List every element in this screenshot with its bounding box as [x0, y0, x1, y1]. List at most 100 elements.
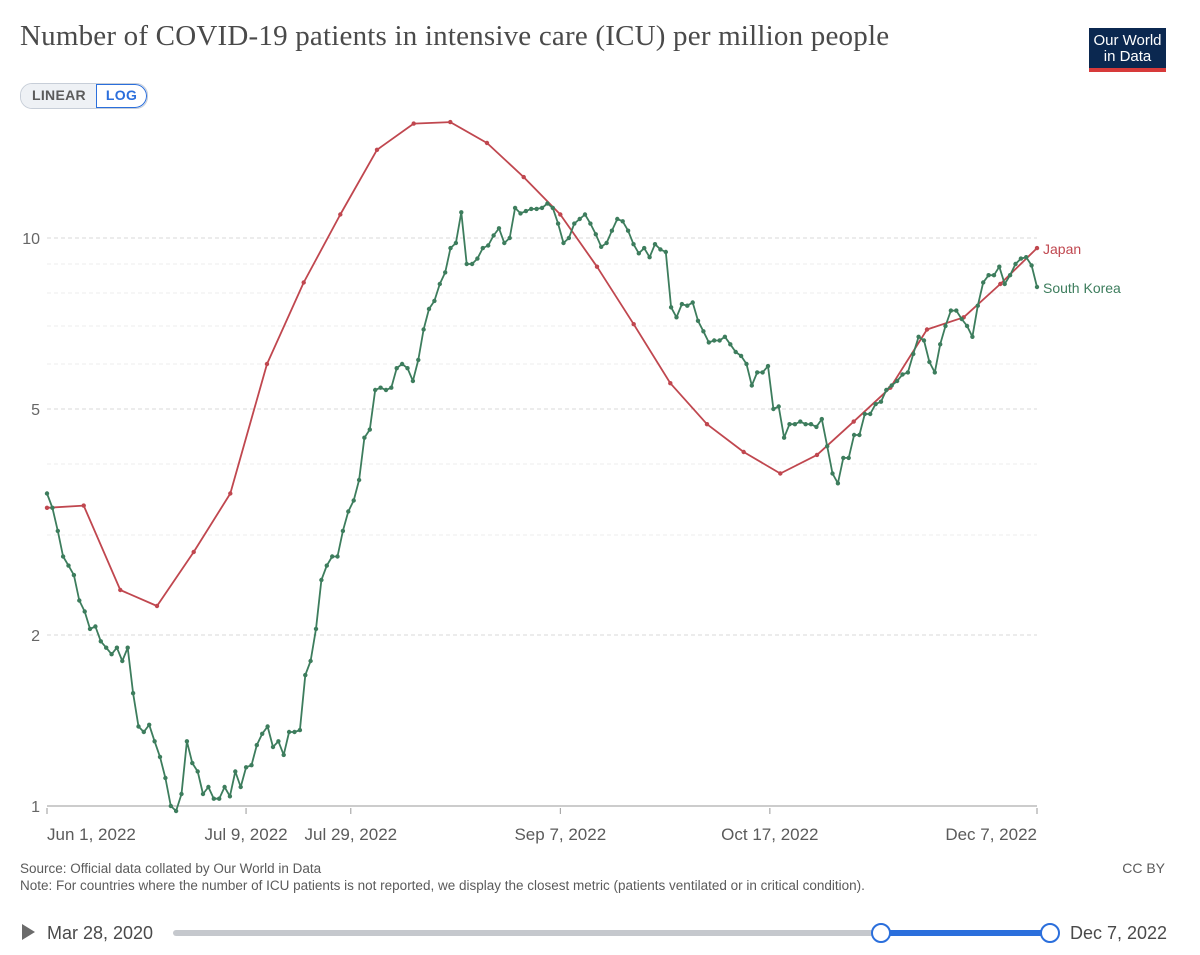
timeline-selected-range[interactable] [881, 930, 1050, 936]
south-korea-data-point [701, 329, 706, 334]
south-korea-data-point [712, 338, 717, 343]
scale-toggle[interactable]: LINEAR LOG [20, 83, 149, 109]
south-korea-data-point [453, 240, 459, 246]
south-korea-data-point [642, 245, 647, 251]
south-korea-data-point [378, 385, 383, 390]
south-korea-data-point [426, 306, 432, 312]
south-korea-data-point [550, 205, 555, 211]
japan-data-point [338, 212, 343, 217]
south-korea-data-point [200, 791, 206, 797]
south-korea-data-point [647, 255, 652, 260]
south-korea-data-point [98, 639, 104, 644]
south-korea-data-point [545, 201, 550, 206]
japan-data-point [631, 322, 636, 327]
south-korea-data-point [572, 221, 577, 226]
south-korea-data-point [55, 528, 60, 534]
timeline-track[interactable] [173, 930, 1050, 936]
south-korea-data-point [685, 303, 690, 308]
timeline-slider[interactable]: Mar 28, 2020 Dec 7, 2022 [0, 915, 1200, 951]
south-korea-data-point [443, 270, 448, 275]
south-korea-data-point [222, 784, 227, 790]
south-korea-data-point [835, 481, 841, 486]
owid-logo[interactable]: Our World in Data [1089, 28, 1166, 72]
south-korea-data-point [636, 251, 641, 256]
linear-scale-button[interactable]: LINEAR [21, 84, 96, 108]
japan-data-point [851, 419, 856, 424]
south-korea-data-point [335, 554, 340, 559]
south-korea-data-point [927, 359, 932, 365]
japan-data-point [118, 587, 123, 593]
south-korea-data-point [857, 432, 862, 438]
south-korea-data-point [217, 796, 222, 801]
south-korea-data-point [480, 245, 485, 251]
south-korea-data-point [991, 273, 997, 278]
japan-data-point [264, 361, 270, 367]
y-tick-label: 5 [31, 402, 40, 419]
log-scale-button[interactable]: LOG [95, 84, 148, 108]
south-korea-data-point [609, 228, 615, 233]
south-korea-data-point [141, 729, 146, 735]
south-korea-data-point [814, 424, 819, 430]
south-korea-data-point [663, 249, 668, 255]
south-korea-data-point [502, 240, 507, 246]
south-korea-data-point [276, 739, 281, 744]
japan-data-point [484, 140, 490, 146]
timeline-start-handle[interactable] [871, 923, 891, 943]
south-korea-data-point [147, 722, 152, 727]
south-korea-data-point [518, 211, 523, 216]
south-korea-data-point [749, 383, 754, 388]
south-korea-data-point [60, 554, 66, 559]
south-korea-data-point [862, 411, 867, 417]
south-korea-data-point [292, 729, 297, 735]
south-korea-data-point [900, 372, 905, 377]
x-tick-label: Jul 29, 2022 [304, 825, 397, 844]
south-korea-data-point [523, 208, 529, 214]
south-korea-data-point [529, 206, 534, 212]
south-korea-data-point [819, 416, 824, 422]
south-korea-data-point [690, 300, 695, 305]
south-korea-data-point [938, 342, 943, 347]
south-korea-data-point [1007, 273, 1013, 278]
south-korea-data-point [340, 528, 346, 534]
south-korea-data-point [233, 769, 238, 774]
south-korea-data-point [905, 370, 911, 375]
south-korea-data-point [351, 498, 356, 503]
license-link[interactable]: CC BY [1122, 860, 1165, 876]
japan-data-point [411, 121, 416, 126]
south-korea-data-point [738, 353, 744, 359]
japan-data-point [814, 452, 820, 458]
south-korea-data-point [625, 228, 631, 233]
timeline-end-handle[interactable] [1040, 923, 1060, 943]
line-chart: 1 2 5 10 Jun 1, 2022 Jul 9, 2022 Jul 29, 2022 S… [22, 119, 1121, 844]
south-korea-data-point [270, 744, 276, 750]
south-korea-data-point [911, 351, 916, 357]
south-korea-data-point [652, 242, 658, 247]
south-korea-data-point [475, 256, 480, 261]
japan-data-point [44, 505, 50, 510]
south-korea-data-point [539, 205, 545, 211]
south-korea-data-point [464, 261, 469, 267]
south-korea-data-point [878, 399, 884, 404]
south-korea-data-point [1029, 263, 1034, 268]
x-tick-label: Jun 1, 2022 [47, 825, 136, 844]
south-korea-data-point [577, 216, 582, 222]
south-korea-data-point [152, 739, 157, 744]
south-korea-data-point [851, 432, 857, 438]
south-korea-data-point [507, 235, 512, 241]
south-korea-data-point [93, 624, 98, 629]
south-korea-data-point [308, 658, 313, 664]
south-korea-data-point [755, 370, 760, 375]
south-korea-data-point [981, 280, 986, 285]
play-icon[interactable] [22, 924, 35, 940]
south-korea-data-point [249, 763, 254, 768]
south-korea-data-point [227, 794, 233, 799]
south-korea-data-point [1023, 255, 1029, 260]
south-korea-data-point [830, 471, 835, 476]
south-korea-data-point [894, 378, 900, 384]
south-korea-data-point [254, 742, 259, 748]
south-korea-data-point [281, 752, 286, 758]
south-korea-data-point [706, 340, 711, 345]
south-korea-data-point [582, 212, 588, 217]
timeline-start-label: Mar 28, 2020 [47, 923, 154, 943]
south-korea-data-point [932, 370, 937, 375]
